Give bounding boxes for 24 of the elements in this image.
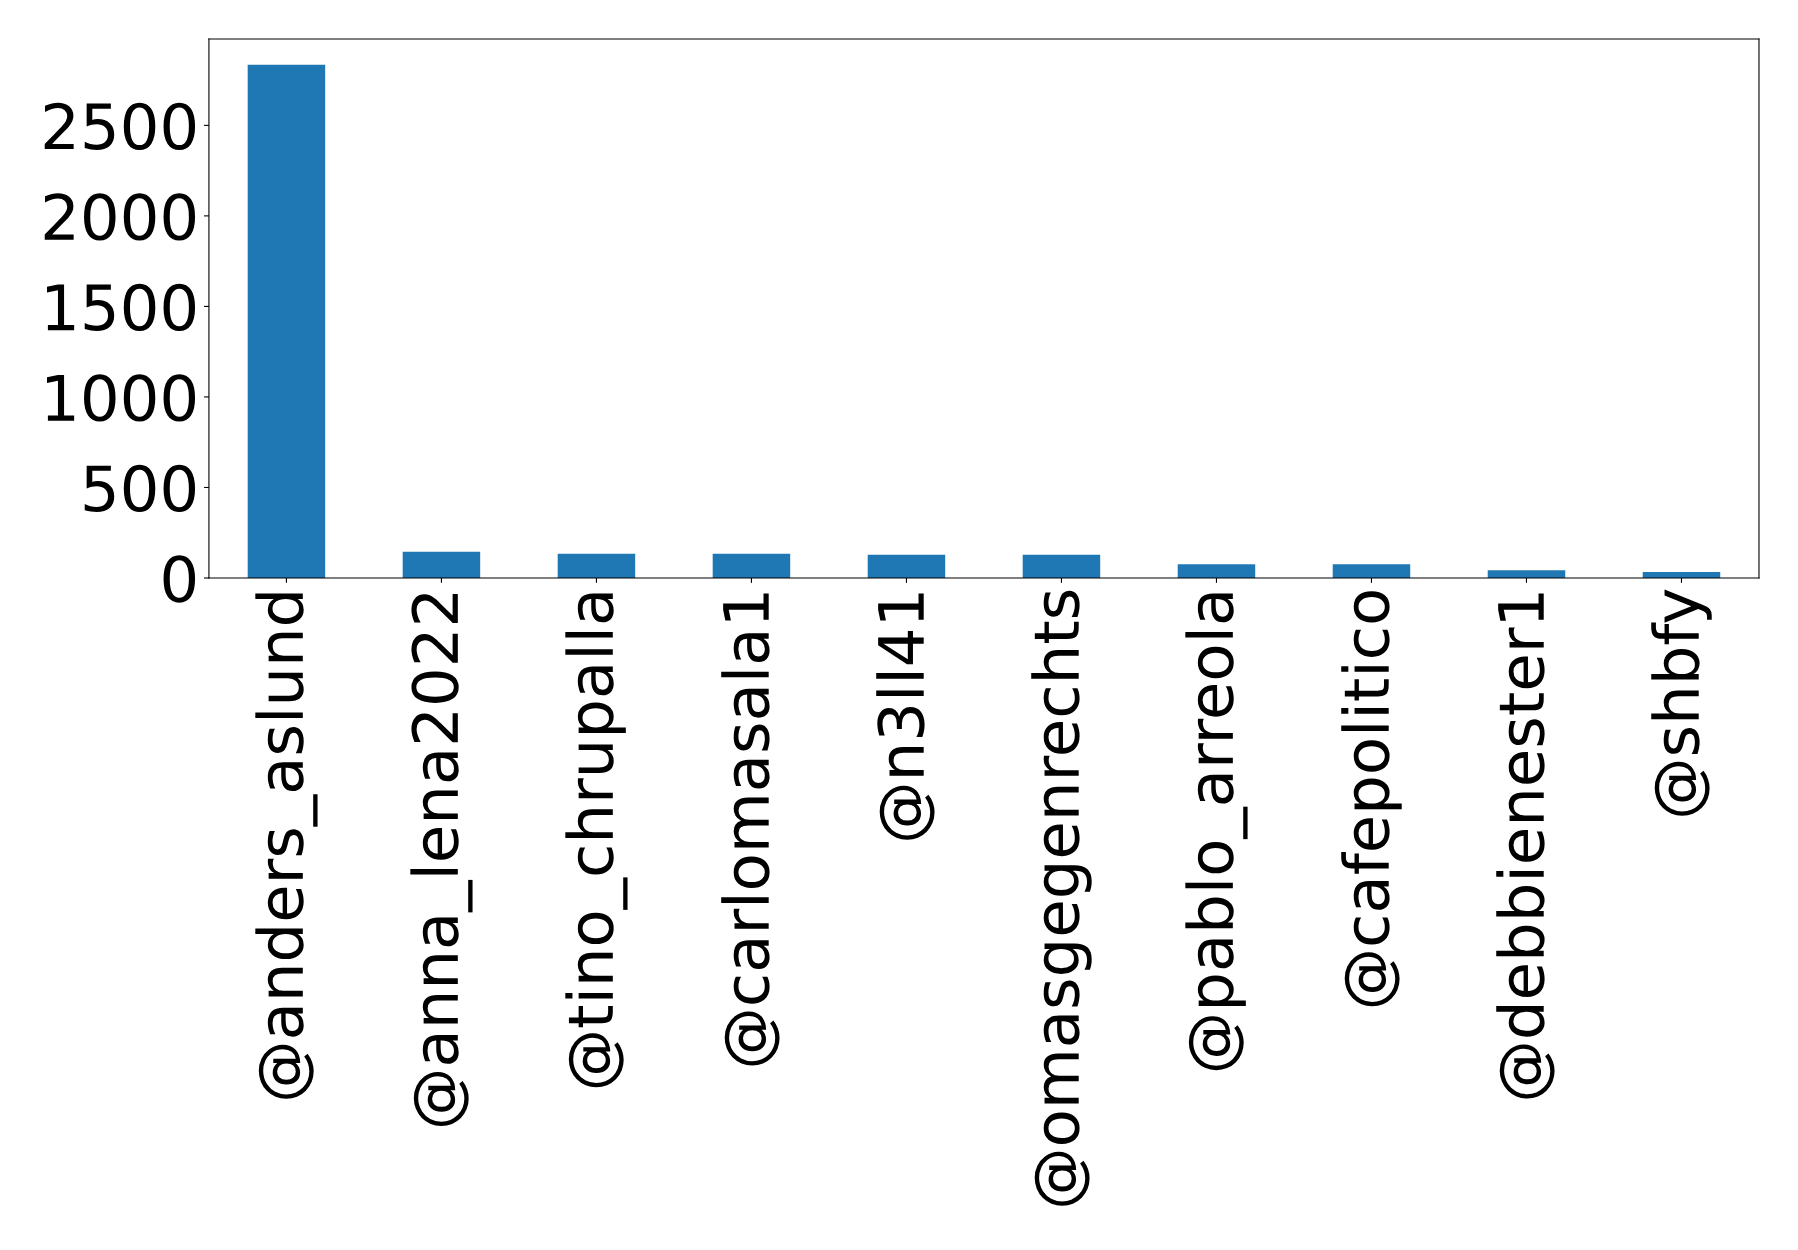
x-tick-label: @anders_aslund [255, 593, 318, 1099]
x-tick-label: @n3ll41 [876, 593, 935, 840]
y-tick-label: 500 [84, 464, 196, 513]
bar [712, 553, 791, 578]
x-tick-label: @pablo_arreola [1185, 593, 1248, 1071]
y-tick-label: 2500 [44, 102, 196, 150]
x-tick-label: @anna_lena2022 [410, 593, 473, 1126]
x-tick-label: @shbfy [1651, 589, 1712, 816]
bar [557, 553, 636, 578]
bar [867, 554, 946, 578]
bar [1177, 564, 1256, 578]
y-tick-label: 1000 [47, 374, 196, 422]
x-tick-label: @omasgegenrechts [1031, 590, 1092, 1206]
bar [247, 64, 326, 578]
x-tick-label: @carlomasala1 [721, 593, 780, 1066]
y-tick-label: 1500 [47, 283, 196, 332]
y-tick-label: 0 [163, 555, 196, 603]
bar [402, 551, 481, 578]
x-tick-label: @tino_chrupalla [565, 593, 628, 1088]
bar [1022, 554, 1101, 578]
y-tick-label: 2000 [44, 193, 196, 241]
x-tick-label: @debbienester1 [1496, 593, 1555, 1099]
bar [1332, 564, 1411, 578]
x-tick-label: @cafepolitico [1341, 591, 1402, 1007]
